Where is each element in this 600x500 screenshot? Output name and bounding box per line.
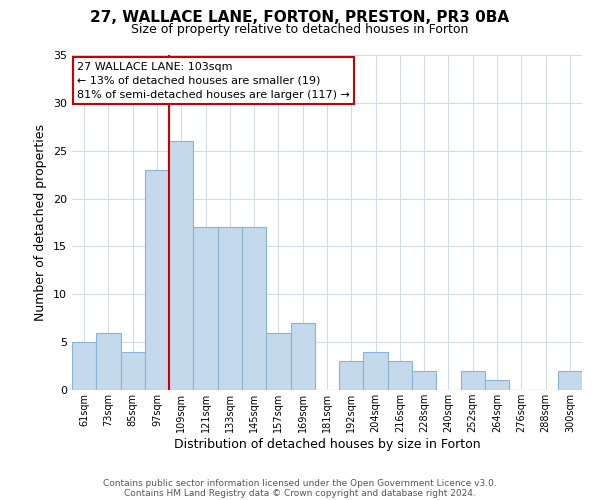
Bar — [412, 371, 436, 390]
Bar — [193, 228, 218, 390]
Text: 27, WALLACE LANE, FORTON, PRESTON, PR3 0BA: 27, WALLACE LANE, FORTON, PRESTON, PR3 0… — [91, 10, 509, 25]
Bar — [485, 380, 509, 390]
Bar — [242, 228, 266, 390]
X-axis label: Distribution of detached houses by size in Forton: Distribution of detached houses by size … — [173, 438, 481, 451]
Bar — [218, 228, 242, 390]
Bar — [461, 371, 485, 390]
Bar — [169, 141, 193, 390]
Text: 27 WALLACE LANE: 103sqm
← 13% of detached houses are smaller (19)
81% of semi-de: 27 WALLACE LANE: 103sqm ← 13% of detache… — [77, 62, 350, 100]
Bar — [290, 323, 315, 390]
Text: Contains public sector information licensed under the Open Government Licence v3: Contains public sector information licen… — [103, 478, 497, 488]
Bar — [72, 342, 96, 390]
Text: Size of property relative to detached houses in Forton: Size of property relative to detached ho… — [131, 22, 469, 36]
Text: Contains HM Land Registry data © Crown copyright and database right 2024.: Contains HM Land Registry data © Crown c… — [124, 488, 476, 498]
Bar — [121, 352, 145, 390]
Y-axis label: Number of detached properties: Number of detached properties — [34, 124, 47, 321]
Bar — [96, 332, 121, 390]
Bar — [145, 170, 169, 390]
Bar — [266, 332, 290, 390]
Bar — [339, 362, 364, 390]
Bar — [364, 352, 388, 390]
Bar — [388, 362, 412, 390]
Bar — [558, 371, 582, 390]
